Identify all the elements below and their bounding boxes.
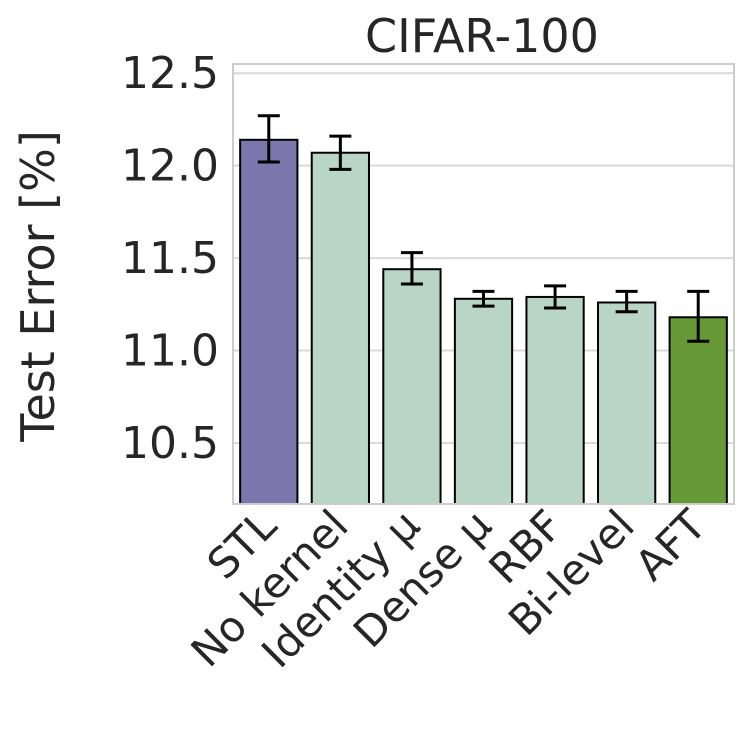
bar (597, 301, 657, 505)
bar (310, 151, 370, 505)
bar (525, 295, 585, 505)
chart-title: CIFAR-100 (365, 9, 599, 63)
y-tick-label: 12.0 (121, 141, 219, 192)
bars (239, 138, 728, 506)
y-tick-label: 10.5 (121, 418, 219, 469)
bar (239, 138, 299, 506)
x-tick-label: AFT (626, 500, 716, 590)
bar (453, 297, 514, 505)
y-tick-label: 12.5 (121, 48, 219, 99)
y-tick-label: 11.5 (121, 233, 219, 284)
plot-frame (232, 63, 735, 505)
y-tick-label: 11.0 (121, 326, 219, 377)
error-bars (257, 114, 710, 343)
y-axis-ticks: 10.5 11.0 11.5 12.0 12.5 (121, 48, 219, 469)
bar (668, 316, 728, 505)
y-axis-label: Test Error [%] (11, 130, 65, 443)
bar (382, 268, 442, 505)
